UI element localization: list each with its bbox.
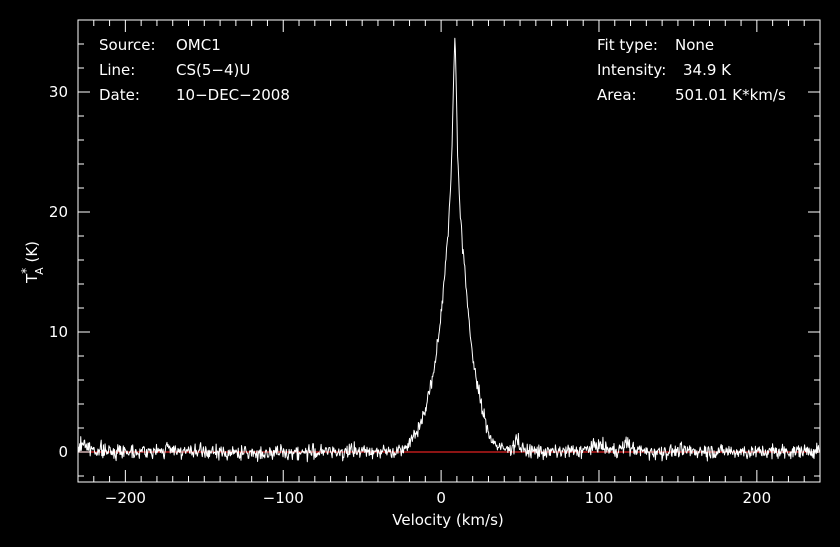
annotation-line-key: Line: xyxy=(99,61,135,79)
x-axis-label: Velocity (km/s) xyxy=(392,511,503,529)
y-axis-label: T*A (K) xyxy=(19,241,46,284)
annotation-source-value: OMC1 xyxy=(176,36,221,54)
spectrum-series-0 xyxy=(77,37,820,463)
annotations-right: Fit type: None Intensity: 34.9 K Area: 5… xyxy=(597,36,786,104)
plot-area xyxy=(77,37,820,463)
plot-frame xyxy=(77,19,821,483)
annotation-source-key: Source: xyxy=(99,36,156,54)
svg-text:T*A (K): T*A (K) xyxy=(19,241,46,284)
y-tick-label: 30 xyxy=(49,83,68,101)
annotation-fit-type-key: Fit type: xyxy=(597,36,658,54)
x-tick-label: 0 xyxy=(436,489,446,507)
x-tick-label: 100 xyxy=(585,489,614,507)
y-axis-label-sup: * xyxy=(19,268,33,274)
y-tick-label: 20 xyxy=(49,203,68,221)
annotation-fit-type-value: None xyxy=(675,36,714,54)
y-axis-label-main: T xyxy=(23,273,41,284)
annotation-intensity-key: Intensity: xyxy=(597,61,666,79)
y-axis-label-sub: A xyxy=(33,267,46,275)
axes: −200 −100 0 100 200 0 10 20 30 xyxy=(49,19,821,507)
annotations-left: Source: OMC1 Line: CS(5−4)U Date: 10−DEC… xyxy=(99,36,290,104)
y-tick-label: 10 xyxy=(49,323,68,341)
x-tick-label: −200 xyxy=(105,489,146,507)
annotation-intensity-value: 34.9 K xyxy=(683,61,732,79)
y-axis-label-unit: (K) xyxy=(23,241,41,267)
annotation-area-value: 501.01 K*km/s xyxy=(675,86,786,104)
x-tick-label: 200 xyxy=(743,489,772,507)
y-tick-label: 0 xyxy=(58,443,68,461)
x-tick-label: −100 xyxy=(263,489,304,507)
annotation-line-value: CS(5−4)U xyxy=(176,61,250,79)
annotation-area-key: Area: xyxy=(597,86,637,104)
annotation-date-value: 10−DEC−2008 xyxy=(176,86,290,104)
annotation-date-key: Date: xyxy=(99,86,140,104)
